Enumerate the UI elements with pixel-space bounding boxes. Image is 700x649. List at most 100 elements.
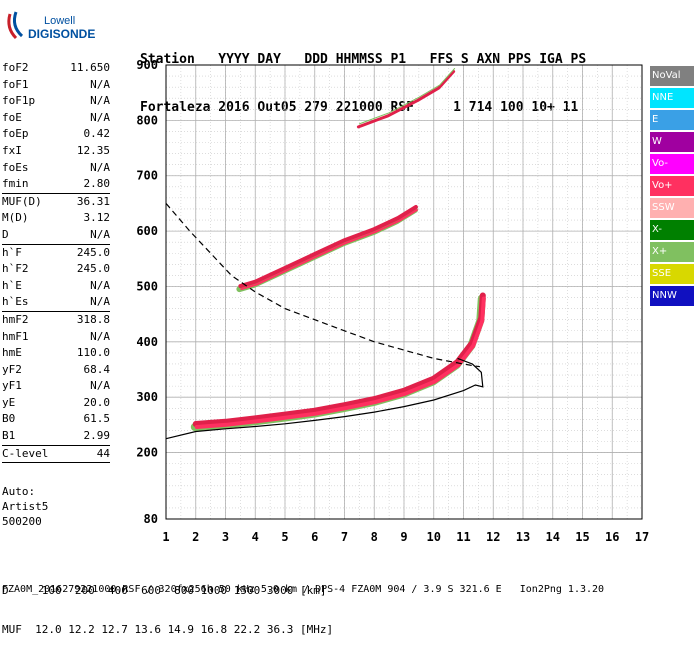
param-row: foEs N/A — [2, 160, 110, 177]
x-tick-label: 11 — [456, 530, 470, 544]
param-row: h`F 245.0 — [2, 245, 110, 262]
param-value: 245.0 — [76, 262, 110, 276]
param-label: h`F2 — [2, 262, 29, 276]
param-label: foF1 — [2, 77, 29, 91]
param-label: yF2 — [2, 362, 22, 376]
y-tick-label: 600 — [136, 224, 158, 238]
param-label: yE — [2, 395, 16, 409]
param-value: 61.5 — [83, 412, 111, 426]
param-label: foEs — [2, 160, 29, 174]
param-row: hmF2 318.8 — [2, 312, 110, 329]
param-row: B1 2.99 — [2, 428, 110, 445]
param-row: h`E N/A — [2, 278, 110, 295]
autoscaling-info: Auto: Artist5 500200 — [2, 484, 48, 529]
param-value: N/A — [90, 379, 110, 393]
param-value: N/A — [90, 160, 110, 174]
third-hop-trace — [356, 70, 456, 129]
param-value: N/A — [90, 77, 110, 91]
auto-label: Auto: — [2, 485, 36, 498]
param-value: 11.650 — [70, 61, 110, 74]
param-row: foEp 0.42 — [2, 126, 110, 143]
param-value: 2.80 — [83, 177, 111, 191]
hdr-label-ffs: FFS S AXN PPS IGA PS — [429, 52, 587, 67]
param-value: N/A — [90, 329, 110, 343]
param-value: 318.8 — [76, 312, 110, 326]
muf-distance-row: D 100 200 400 600 800 1000 1500 3000 [km… — [2, 584, 327, 597]
param-value: 36.31 — [76, 194, 110, 208]
param-label: B1 — [2, 429, 16, 443]
param-value: N/A — [90, 295, 110, 309]
hdr-label-date: YYYY DAY — [218, 52, 281, 67]
param-row: h`Es N/A — [2, 294, 110, 311]
y-tick-label: 400 — [136, 335, 158, 349]
y-tick-label: 500 — [136, 279, 158, 293]
param-label: C-level — [2, 446, 49, 460]
param-label: foF1p — [2, 94, 36, 108]
station-header: Station YYYY DAY DDD HHMMSS P1 FFS S AXN… — [140, 20, 660, 132]
param-value: N/A — [90, 110, 110, 124]
param-row: D N/A — [2, 227, 110, 244]
param-label: yF1 — [2, 379, 22, 393]
param-value: 3.12 — [83, 211, 111, 225]
second-hop-trace — [238, 205, 418, 289]
y-tick-label: 900 — [136, 58, 158, 72]
param-label: h`Es — [2, 295, 29, 309]
second-hop-trace — [240, 209, 418, 291]
auto-artist: Artist5 — [2, 500, 49, 513]
profile-dashed — [165, 203, 480, 368]
y-tick-label: 300 — [136, 390, 158, 404]
x-tick-label: 7 — [341, 530, 348, 544]
param-separator — [2, 243, 110, 245]
x-tick-label: 14 — [546, 530, 560, 544]
x-tick-label: 17 — [635, 530, 649, 544]
x-tick-label: 15 — [575, 530, 589, 544]
hdr-label-time: DDD HHMMSS P1 — [304, 52, 407, 67]
muf-value-row: MUF 12.0 12.2 12.7 13.6 14.9 16.8 22.2 3… — [2, 623, 334, 636]
legend-item: SSE — [650, 264, 694, 284]
legend-item: SSW — [650, 198, 694, 218]
param-separator — [2, 310, 110, 312]
digisonde-logo: Lowell DIGISONDE — [7, 11, 95, 41]
param-label: D — [2, 227, 9, 241]
hdr-val-date: 2016 Out05 — [218, 100, 297, 115]
ordinary-trace — [194, 296, 486, 429]
param-label: B0 — [2, 412, 16, 426]
plot-frame — [165, 64, 643, 520]
y-tick-label: 700 — [136, 169, 158, 183]
y-tick-label: 200 — [136, 446, 158, 460]
x-tick-label: 13 — [516, 530, 530, 544]
param-label: fmin — [2, 177, 29, 191]
param-value: N/A — [90, 227, 110, 241]
param-label: foF2 — [2, 61, 29, 74]
logo-line1: Lowell — [44, 15, 75, 27]
x-tick-label: 9 — [400, 530, 407, 544]
param-label: M(D) — [2, 211, 29, 225]
param-label: hmF2 — [2, 312, 29, 326]
x-tick-label: 3 — [222, 530, 229, 544]
header-labels: Station YYYY DAY DDD HHMMSS P1 FFS S AXN… — [140, 52, 660, 68]
x-tick-label: 10 — [427, 530, 441, 544]
third-hop-trace — [358, 68, 456, 125]
param-label: foEp — [2, 127, 29, 141]
param-value: 44 — [96, 446, 110, 460]
param-row: M(D) 3.12 — [2, 210, 110, 227]
param-separator — [2, 192, 110, 194]
x-tick-label: 5 — [281, 530, 288, 544]
legend-item: NNW — [650, 286, 694, 306]
y-tick-label: 800 — [136, 113, 158, 127]
x-tick-label: 16 — [605, 530, 619, 544]
param-row: foE N/A — [2, 110, 110, 127]
legend-item: X- — [650, 220, 694, 240]
param-value: 110.0 — [76, 346, 110, 360]
x-tick-label: 2 — [192, 530, 199, 544]
param-row: yF1 N/A — [2, 378, 110, 395]
param-value: 2.99 — [83, 429, 111, 443]
legend-item: X+ — [650, 242, 694, 262]
legend-item: W — [650, 132, 694, 152]
profile-solid — [165, 357, 484, 440]
header-values: Fortaleza 2016 Out05 279 221000 RSF 1 71… — [140, 100, 660, 116]
file-info: FZA0M_2016279221000.RSF / 320fx256h 50 k… — [2, 584, 605, 595]
param-separator — [2, 444, 110, 446]
param-label: h`E — [2, 278, 22, 292]
param-row: B0 61.5 — [2, 411, 110, 428]
